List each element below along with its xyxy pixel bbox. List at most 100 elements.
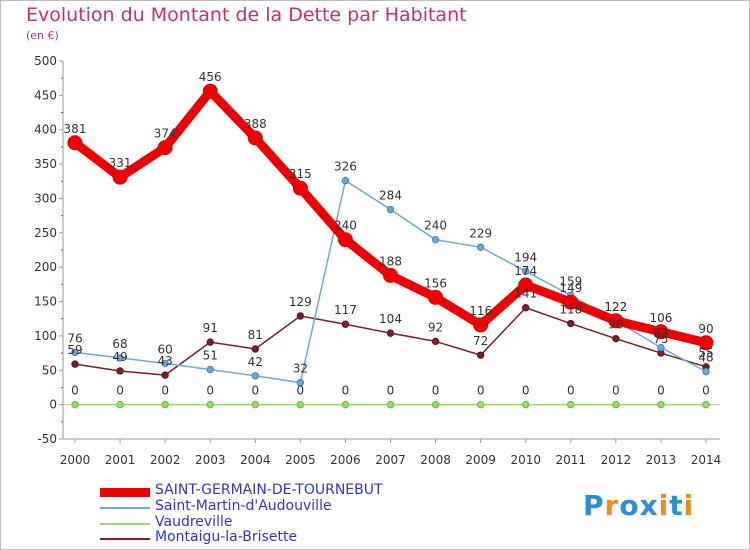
y-tick-label: 300 [34,191,57,205]
data-point [386,205,395,214]
x-tick-label: 2009 [465,453,496,467]
data-label: 48 [698,351,713,365]
data-label: 156 [424,276,447,290]
data-label: 92 [428,320,443,334]
data-label: 106 [649,311,672,325]
data-point [612,400,620,409]
data-point [567,400,575,409]
data-point [386,329,395,337]
data-point [657,400,665,409]
x-tick-label: 2005 [285,453,316,467]
x-tick-label: 2006 [330,453,361,467]
data-point [251,345,259,353]
data-label: 0 [657,384,665,398]
data-label: 68 [112,337,127,351]
logo-letter: o [619,489,640,522]
data-point [157,140,173,156]
data-point [476,400,485,409]
data-point [337,232,353,248]
data-label: 117 [334,303,357,317]
data-label: 0 [702,384,710,398]
data-label: 0 [116,384,124,398]
data-label: 49 [112,350,127,364]
data-point [383,267,398,283]
data-label: 388 [244,117,267,131]
legend-swatch [100,507,150,509]
legend-swatch [100,538,150,540]
data-label: 51 [203,349,218,363]
data-point [522,304,530,312]
legend-label: Vaudreville [155,514,233,530]
data-label: 0 [612,384,620,398]
data-point [251,372,259,380]
data-point [428,289,444,305]
data-point [386,400,395,409]
x-tick-label: 2003 [195,453,226,467]
legend-item-saint-martin: Saint-Martin-d'Audouville [100,498,520,518]
data-label: 122 [604,300,627,314]
data-label: 0 [477,384,485,398]
data-point [292,180,308,196]
data-label: 381 [64,122,87,136]
x-tick-label: 2004 [240,453,271,467]
data-label: 75 [653,332,668,346]
data-point [116,400,124,409]
data-label: 240 [334,219,357,233]
data-label: 326 [334,160,357,174]
y-tick-label: 0 [49,398,57,412]
data-label: 55 [698,346,713,360]
data-point [698,335,714,351]
data-point [702,400,710,409]
data-label: 374 [154,127,177,141]
data-point [296,378,305,387]
data-label: 0 [432,384,440,398]
data-label: 0 [567,384,575,398]
logo-letter: i [658,489,670,522]
x-tick-label: 2007 [375,453,406,467]
data-point [567,319,575,328]
data-label: 90 [698,322,713,336]
data-label: 159 [559,274,582,288]
data-point [71,400,79,409]
data-label: 174 [514,264,537,278]
data-point [341,176,350,185]
data-label: 59 [67,343,82,357]
legend-item-vaudreville: Vaudreville [100,514,520,534]
y-tick-label: 350 [34,157,57,171]
data-point [522,267,530,276]
data-point [161,359,169,368]
data-label: 122 [604,300,627,314]
logo-letter: i [683,489,695,522]
y-tick-label: 450 [34,88,57,102]
data-label: 32 [293,362,308,376]
data-label: 149 [559,281,582,295]
legend-label: Montaigu-la-Brisette [155,529,298,545]
x-tick-label: 2012 [601,453,632,467]
x-tick-label: 2011 [556,453,587,467]
data-label: 315 [289,167,312,181]
data-point [71,348,79,357]
data-label: 188 [379,254,402,268]
data-point [247,130,263,146]
data-label: 91 [203,321,218,335]
data-point [657,343,665,352]
y-tick-label: 100 [34,329,57,343]
data-point [71,360,79,368]
x-tick-label: 2008 [420,453,451,467]
data-label: 331 [109,156,132,170]
data-point [702,367,710,376]
data-label: 118 [559,303,582,317]
data-label: 0 [206,384,214,398]
data-label: 0 [297,384,305,398]
data-point [431,235,440,244]
data-point [341,320,350,328]
legend-item-montaigu: Montaigu-la-Brisette [100,529,520,549]
data-label: 0 [251,384,259,398]
y-tick-label: 150 [34,295,57,309]
data-point [476,243,485,251]
data-label: 104 [379,312,402,326]
data-point [206,338,214,346]
data-point [296,312,305,320]
x-tick-label: 2013 [646,453,677,467]
